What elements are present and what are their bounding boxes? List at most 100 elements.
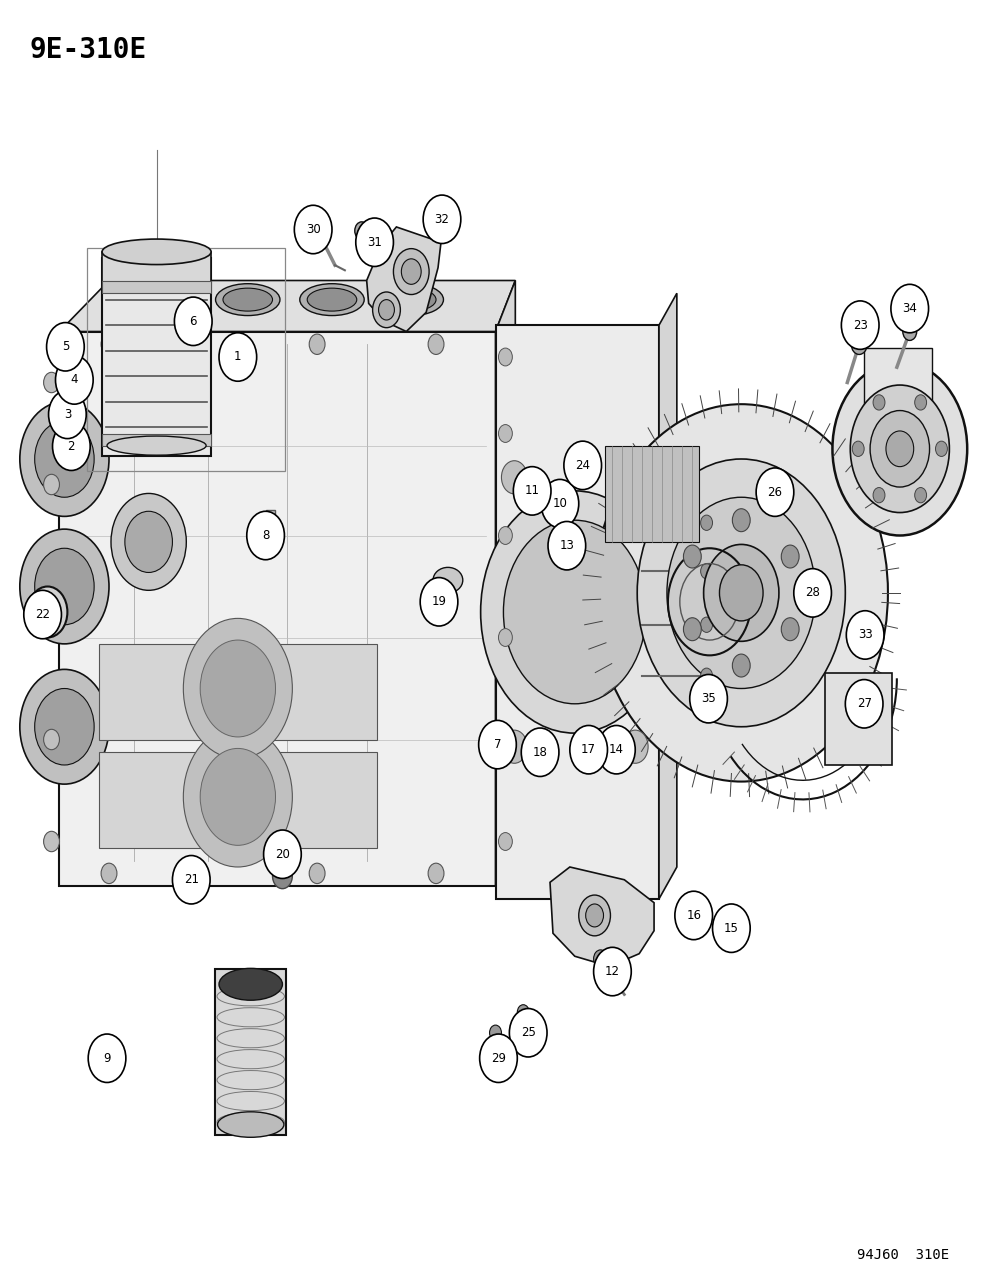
Circle shape <box>355 222 369 240</box>
Circle shape <box>479 720 516 769</box>
Circle shape <box>44 602 59 622</box>
Circle shape <box>309 863 325 884</box>
Text: 27: 27 <box>856 697 872 710</box>
Circle shape <box>886 431 914 467</box>
Circle shape <box>852 441 864 456</box>
Circle shape <box>701 668 713 683</box>
Circle shape <box>586 904 604 927</box>
Circle shape <box>101 334 117 354</box>
Circle shape <box>88 1034 126 1082</box>
Circle shape <box>794 569 831 617</box>
Bar <box>215 969 286 1135</box>
Ellipse shape <box>107 436 206 455</box>
Text: 29: 29 <box>491 1052 506 1065</box>
Circle shape <box>53 422 90 470</box>
Circle shape <box>701 515 713 530</box>
Circle shape <box>713 904 750 952</box>
Bar <box>102 434 211 446</box>
Circle shape <box>294 205 332 254</box>
Bar <box>102 258 211 456</box>
Circle shape <box>125 511 172 572</box>
Text: 1: 1 <box>234 351 242 363</box>
Circle shape <box>308 215 322 233</box>
Circle shape <box>174 297 212 346</box>
Text: 25: 25 <box>520 1026 536 1039</box>
Circle shape <box>851 334 867 354</box>
Circle shape <box>35 421 94 497</box>
Circle shape <box>675 891 713 940</box>
Circle shape <box>428 863 444 884</box>
Ellipse shape <box>433 567 463 593</box>
Bar <box>99 752 377 848</box>
Circle shape <box>564 441 602 490</box>
Circle shape <box>498 425 512 442</box>
Text: 15: 15 <box>723 922 739 935</box>
Text: 4: 4 <box>70 374 78 386</box>
Circle shape <box>498 348 512 366</box>
Circle shape <box>732 654 750 677</box>
Circle shape <box>47 323 84 371</box>
Circle shape <box>548 521 586 570</box>
Circle shape <box>498 833 512 850</box>
Circle shape <box>781 618 799 641</box>
Circle shape <box>44 831 59 852</box>
Circle shape <box>55 356 93 404</box>
Text: 16: 16 <box>686 909 702 922</box>
Text: 5: 5 <box>61 340 69 353</box>
Polygon shape <box>659 293 677 899</box>
Ellipse shape <box>136 284 200 316</box>
Circle shape <box>595 404 888 782</box>
Circle shape <box>28 586 67 638</box>
Circle shape <box>247 511 284 560</box>
Circle shape <box>24 590 61 639</box>
Circle shape <box>579 895 610 936</box>
Ellipse shape <box>386 288 436 311</box>
Ellipse shape <box>300 284 365 316</box>
Text: 30: 30 <box>306 223 320 236</box>
Circle shape <box>183 618 292 759</box>
Ellipse shape <box>219 969 282 1000</box>
Bar <box>102 252 211 284</box>
Text: 2: 2 <box>67 440 75 453</box>
Circle shape <box>704 544 779 641</box>
Text: 7: 7 <box>494 738 501 751</box>
Circle shape <box>20 529 109 644</box>
Text: 6: 6 <box>189 315 197 328</box>
Circle shape <box>732 509 750 532</box>
Circle shape <box>541 479 579 528</box>
Circle shape <box>35 548 94 625</box>
Circle shape <box>667 497 816 688</box>
Text: 19: 19 <box>431 595 447 608</box>
Circle shape <box>273 863 292 889</box>
Circle shape <box>373 292 400 328</box>
Circle shape <box>637 459 845 727</box>
Circle shape <box>401 259 421 284</box>
Ellipse shape <box>223 288 273 311</box>
Text: 21: 21 <box>183 873 199 886</box>
Text: 32: 32 <box>434 213 450 226</box>
Circle shape <box>200 640 275 737</box>
Text: 12: 12 <box>605 965 620 978</box>
Text: 94J60  310E: 94J60 310E <box>857 1248 949 1262</box>
Circle shape <box>594 950 607 968</box>
Circle shape <box>517 1005 529 1020</box>
Bar <box>605 446 699 542</box>
Circle shape <box>481 491 669 733</box>
Circle shape <box>503 520 646 704</box>
Circle shape <box>420 578 458 626</box>
Polygon shape <box>496 280 515 886</box>
Circle shape <box>622 731 648 764</box>
Bar <box>266 510 275 546</box>
Circle shape <box>509 1009 547 1057</box>
Circle shape <box>36 597 59 627</box>
Text: 8: 8 <box>262 529 270 542</box>
Circle shape <box>428 334 444 354</box>
Circle shape <box>480 1034 517 1082</box>
Circle shape <box>111 493 186 590</box>
Circle shape <box>915 395 927 411</box>
Polygon shape <box>550 867 654 966</box>
Circle shape <box>309 334 325 354</box>
Text: 28: 28 <box>805 586 821 599</box>
Circle shape <box>870 411 930 487</box>
Ellipse shape <box>102 240 211 265</box>
